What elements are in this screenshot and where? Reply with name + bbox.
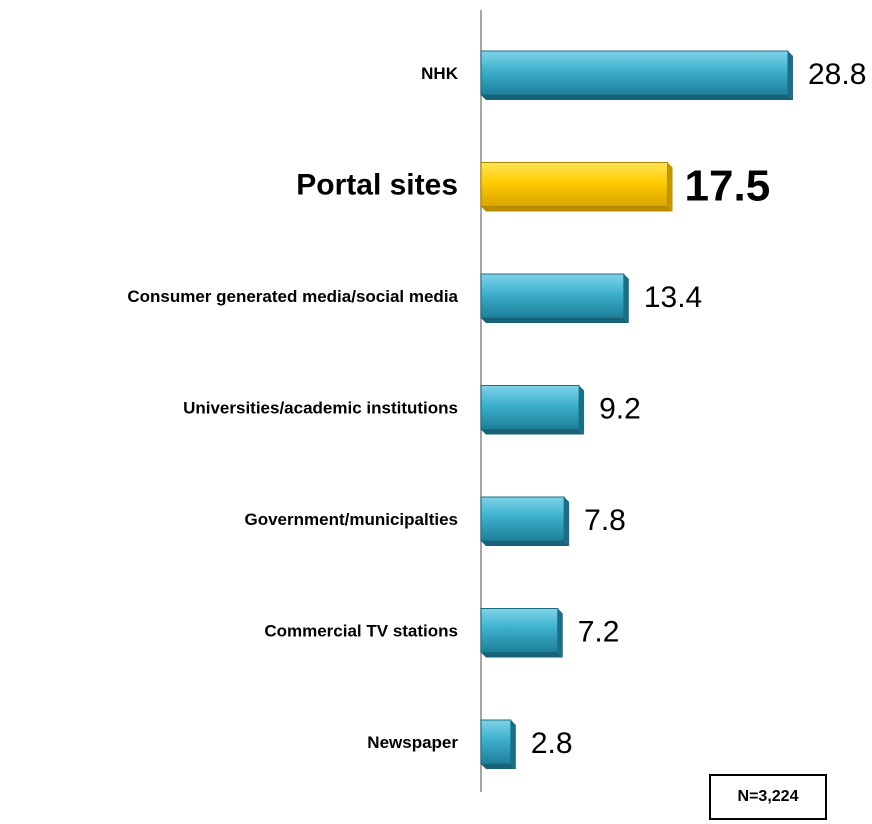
value-label-5: 7.2 bbox=[578, 616, 620, 649]
category-label-0: NHK bbox=[421, 64, 459, 83]
value-label-6: 2.8 bbox=[531, 727, 573, 760]
sample-size-box: N=3,224 bbox=[709, 774, 827, 820]
bar-1 bbox=[480, 162, 673, 212]
category-label-3: Universities/academic institutions bbox=[183, 399, 458, 418]
bar-2 bbox=[480, 273, 629, 323]
bar-6 bbox=[480, 719, 516, 769]
category-label-1: Portal sites bbox=[296, 169, 458, 202]
bar-0 bbox=[480, 50, 793, 100]
bar-5 bbox=[480, 608, 563, 658]
value-label-1: 17.5 bbox=[685, 162, 771, 211]
bars-group: NHK 28.8 Portal sites 17.5 Consumer generate… bbox=[127, 50, 866, 769]
category-label-5: Commercial TV stations bbox=[264, 622, 458, 641]
bar-3 bbox=[480, 385, 585, 435]
category-label-6: Newspaper bbox=[367, 733, 458, 752]
category-label-2: Consumer generated media/social media bbox=[127, 287, 458, 306]
value-label-3: 9.2 bbox=[599, 393, 641, 426]
value-label-2: 13.4 bbox=[644, 281, 702, 314]
category-label-4: Government/municipalties bbox=[245, 510, 459, 529]
value-label-0: 28.8 bbox=[808, 58, 866, 91]
value-label-4: 7.8 bbox=[584, 504, 626, 537]
bar-4 bbox=[480, 496, 570, 546]
